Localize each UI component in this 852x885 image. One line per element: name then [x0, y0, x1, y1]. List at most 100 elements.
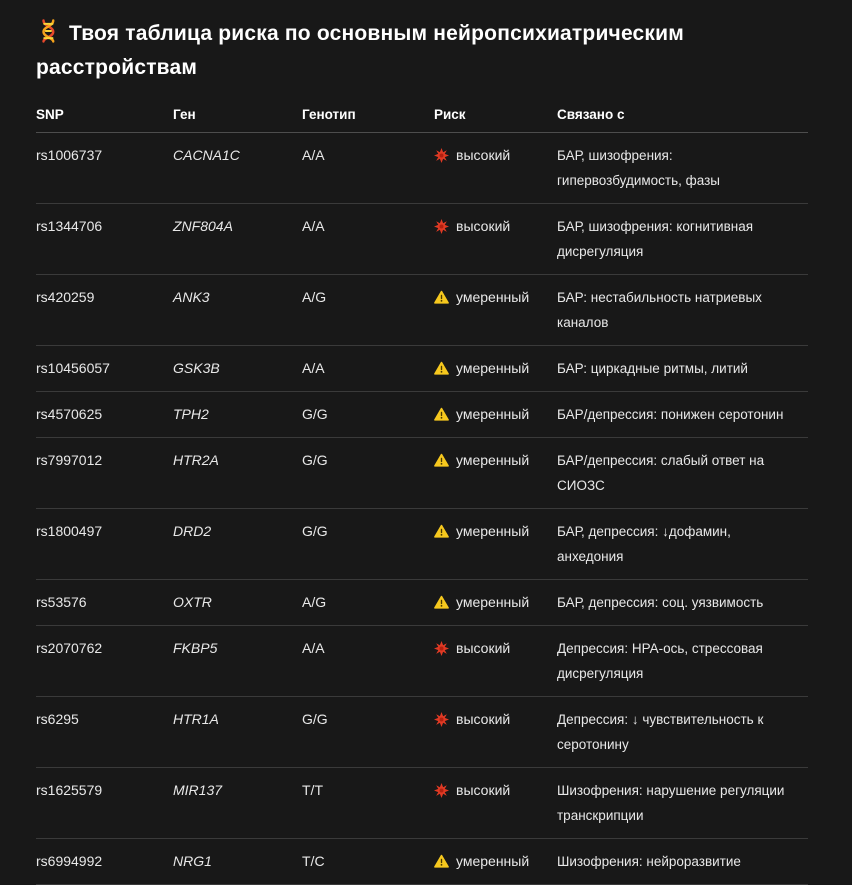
gene-cell: TPH2 [173, 406, 209, 422]
association-cell: БАР, депрессия: соц. уязвимость [557, 595, 764, 610]
risk-label: высокий [456, 218, 511, 234]
gene-cell: ZNF804A [173, 218, 233, 234]
table-row: rs1344706 ZNF804A A/A высокий БАР, шизоф… [36, 204, 808, 275]
snp-cell: rs6295 [36, 711, 79, 727]
red-burst-icon [434, 219, 449, 234]
risk-label: умеренный [456, 853, 530, 869]
risk-cell: высокий [434, 626, 557, 696]
snp-cell: rs2070762 [36, 640, 103, 656]
association-cell: БАР, шизофрения: когнитивная дисрегуляци… [557, 219, 754, 259]
snp-cell: rs4570625 [36, 406, 103, 422]
column-header-gene: Ген [173, 107, 196, 122]
warning-triangle-icon [434, 854, 449, 869]
genotype-cell: A/G [302, 289, 327, 305]
table-row: rs1625579 MIR137 T/T высокий Шизофрения:… [36, 768, 808, 839]
table-row: rs1006737 CACNA1C A/A высокий БАР, шизоф… [36, 133, 808, 204]
page-title: Твоя таблица риска по основным нейропсих… [36, 18, 808, 83]
risk-label: высокий [456, 711, 511, 727]
red-burst-icon [434, 641, 449, 656]
risk-cell: умеренный [434, 839, 557, 884]
risk-cell: умеренный [434, 580, 557, 625]
snp-cell: rs6994992 [36, 853, 103, 869]
dna-icon [36, 19, 60, 52]
gene-cell: HTR1A [173, 711, 219, 727]
column-header-snp: SNP [36, 107, 64, 122]
snp-cell: rs1344706 [36, 218, 103, 234]
risk-label: умеренный [456, 594, 530, 610]
risk-cell: умеренный [434, 509, 557, 579]
association-cell: БАР, депрессия: ↓дофамин, анхедония [557, 524, 731, 564]
risk-label: умеренный [456, 360, 530, 376]
association-cell: БАР: нестабильность натриевых каналов [557, 290, 762, 330]
association-cell: Шизофрения: нарушение регуляции транскри… [557, 783, 785, 823]
gene-cell: OXTR [173, 594, 212, 610]
table-row: rs6994992 NRG1 T/C умеренный Шизофрения:… [36, 839, 808, 885]
snp-cell: rs1800497 [36, 523, 103, 539]
genotype-cell: A/A [302, 218, 325, 234]
genotype-cell: A/A [302, 640, 325, 656]
genotype-cell: T/T [302, 782, 323, 798]
genotype-cell: G/G [302, 406, 328, 422]
risk-cell: высокий [434, 133, 557, 203]
table-row: rs2070762 FKBP5 A/A высокий Депрессия: H… [36, 626, 808, 697]
snp-cell: rs1625579 [36, 782, 103, 798]
risk-label: умеренный [456, 406, 530, 422]
risk-label: высокий [456, 782, 511, 798]
association-cell: Депрессия: ↓ чувствительность к серотони… [557, 712, 764, 752]
association-cell: Депрессия: HPA-ось, стрессовая дисрегуля… [557, 641, 763, 681]
warning-triangle-icon [434, 361, 449, 376]
risk-table: SNP Ген Генотип Риск Связано с rs1006737… [36, 99, 808, 885]
warning-triangle-icon [434, 290, 449, 305]
genotype-cell: G/G [302, 711, 328, 727]
snp-cell: rs10456057 [36, 360, 110, 376]
table-header-row: SNP Ген Генотип Риск Связано с [36, 99, 808, 133]
warning-triangle-icon [434, 524, 449, 539]
warning-triangle-icon [434, 595, 449, 610]
risk-label: высокий [456, 147, 511, 163]
genotype-cell: G/G [302, 523, 328, 539]
red-burst-icon [434, 783, 449, 798]
risk-label: умеренный [456, 523, 530, 539]
risk-cell: высокий [434, 768, 557, 838]
risk-label: высокий [456, 640, 511, 656]
genotype-cell: T/C [302, 853, 325, 869]
page-title-text: Твоя таблица риска по основным нейропсих… [36, 22, 684, 79]
snp-cell: rs53576 [36, 594, 87, 610]
association-cell: БАР/депрессия: понижен серотонин [557, 407, 784, 422]
table-row: rs53576 OXTR A/G умеренный БАР, депресси… [36, 580, 808, 626]
genotype-cell: A/G [302, 594, 327, 610]
genotype-cell: A/A [302, 360, 325, 376]
genotype-cell: G/G [302, 452, 328, 468]
gene-cell: DRD2 [173, 523, 212, 539]
gene-cell: CACNA1C [173, 147, 240, 163]
risk-cell: умеренный [434, 275, 557, 345]
table-body: rs1006737 CACNA1C A/A высокий БАР, шизоф… [36, 133, 808, 885]
snp-cell: rs7997012 [36, 452, 103, 468]
gene-cell: NRG1 [173, 853, 212, 869]
table-row: rs4570625 TPH2 G/G умеренный БАР/депресс… [36, 392, 808, 438]
red-burst-icon [434, 712, 449, 727]
risk-label: умеренный [456, 289, 530, 305]
gene-cell: GSK3B [173, 360, 220, 376]
table-row: rs420259 ANK3 A/G умеренный БАР: нестаби… [36, 275, 808, 346]
warning-triangle-icon [434, 407, 449, 422]
risk-cell: умеренный [434, 346, 557, 391]
association-cell: Шизофрения: нейроразвитие [557, 854, 741, 869]
association-cell: БАР: циркадные ритмы, литий [557, 361, 748, 376]
gene-cell: FKBP5 [173, 640, 218, 656]
gene-cell: ANK3 [173, 289, 210, 305]
gene-cell: HTR2A [173, 452, 219, 468]
association-cell: БАР/депрессия: слабый ответ на СИОЗС [557, 453, 765, 493]
table-row: rs10456057 GSK3B A/A умеренный БАР: цирк… [36, 346, 808, 392]
column-header-genotype: Генотип [302, 107, 356, 122]
risk-cell: высокий [434, 697, 557, 767]
snp-cell: rs1006737 [36, 147, 103, 163]
column-header-risk: Риск [434, 107, 466, 122]
warning-triangle-icon [434, 453, 449, 468]
genotype-cell: A/A [302, 147, 325, 163]
snp-cell: rs420259 [36, 289, 95, 305]
association-cell: БАР, шизофрения: гипервозбудимость, фазы [557, 148, 720, 188]
table-row: rs7997012 HTR2A G/G умеренный БАР/депрес… [36, 438, 808, 509]
risk-cell: умеренный [434, 392, 557, 437]
table-row: rs6295 HTR1A G/G высокий Депрессия: ↓ чу… [36, 697, 808, 768]
